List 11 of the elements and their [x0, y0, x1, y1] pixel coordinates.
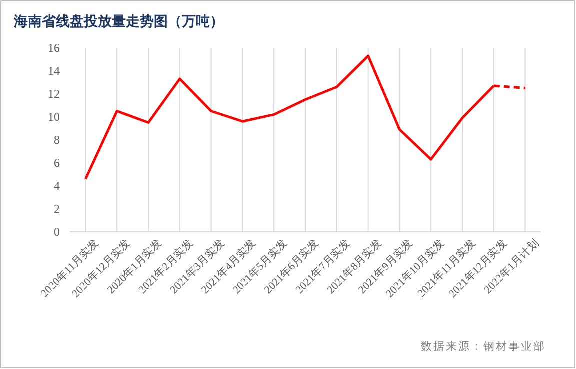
y-tick-label: 2: [54, 202, 60, 216]
y-tick-label: 10: [48, 110, 60, 124]
y-tick-label: 4: [54, 178, 60, 193]
y-tick-label: 8: [54, 132, 60, 147]
y-tick-label: 16: [48, 40, 60, 55]
source-note: 数据来源：钢材事业部: [421, 340, 546, 353]
y-tick-label: 12: [48, 86, 60, 101]
chart-title: 海南省线盘投放量走势图（万吨）: [13, 14, 224, 30]
y-tick-label: 6: [54, 156, 60, 170]
y-tick-label: 14: [48, 64, 60, 78]
y-tick-label: 0: [54, 224, 60, 239]
